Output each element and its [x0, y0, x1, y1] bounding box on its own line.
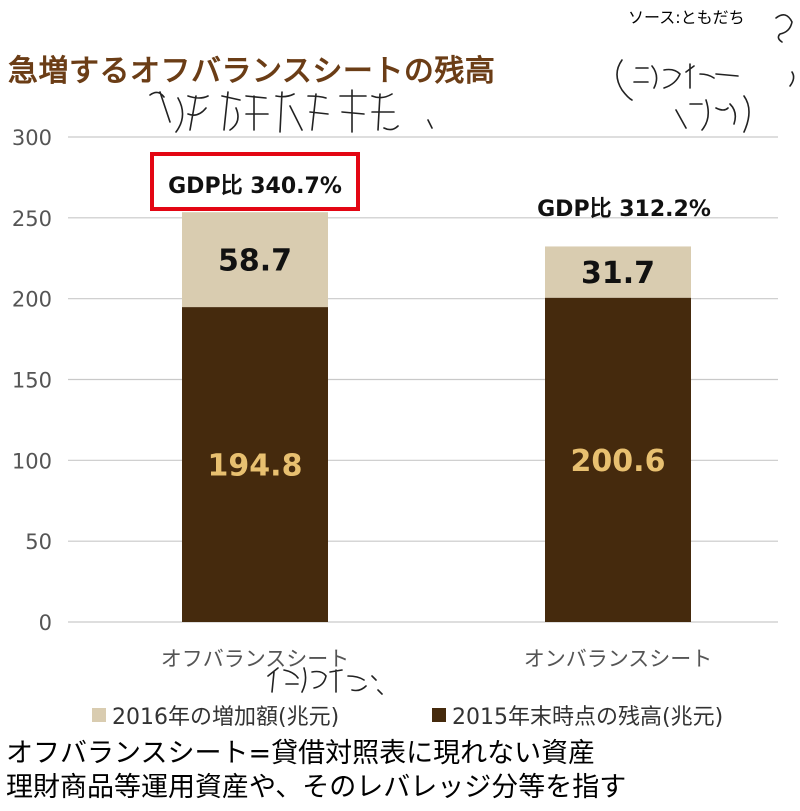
- gdp-annotations: GDP比 340.7% GDP比 312.2%: [150, 152, 711, 222]
- chart-title: 急増するオフバランスシートの残高: [8, 54, 496, 89]
- handwritten-corner-mark: [775, 14, 795, 87]
- bar-value-label: 194.8: [208, 449, 303, 484]
- x-tick-label: オンバランスシート: [524, 647, 713, 671]
- bar-segment: [182, 307, 328, 622]
- bar-value-label: 58.7: [218, 244, 292, 279]
- bar-segment: [545, 246, 691, 298]
- gdp-ratio-annotation: GDP比 340.7%: [168, 174, 342, 199]
- bar-segment: [182, 212, 328, 308]
- legend-label: 2015年末時点の残高(兆元): [452, 705, 723, 730]
- source-label: ソース:ともだち: [628, 8, 745, 27]
- handwritten-note-bottom: [267, 667, 383, 695]
- legend-label: 2016年の増加額(兆元): [112, 705, 339, 730]
- x-axis-labels: オフバランスシート オンバランスシート: [161, 647, 713, 671]
- y-tick-label: 0: [39, 611, 52, 635]
- legend-swatch: [432, 708, 446, 722]
- x-tick-label: オフバランスシート: [161, 647, 350, 671]
- highlight-box: [150, 152, 360, 211]
- legend: 2016年の増加額(兆元) 2015年末時点の残高(兆元): [92, 705, 723, 730]
- y-tick-label: 200: [12, 288, 52, 312]
- bottom-note-line-1: オフバランスシート=貸借対照表に現れない資産: [6, 738, 596, 769]
- bar-value-label: 31.7: [581, 256, 655, 291]
- legend-swatch: [92, 708, 106, 722]
- y-tick-label: 100: [12, 449, 52, 473]
- y-tick-label: 300: [12, 126, 52, 150]
- y-tick-label: 50: [25, 530, 52, 554]
- gdp-ratio-annotation: GDP比 312.2%: [537, 197, 711, 222]
- bar-value-label: 200.6: [571, 444, 666, 479]
- handwritten-note-shadow-bank: [616, 59, 750, 133]
- value-labels: 194.8 58.7 200.6 31.7: [208, 244, 666, 484]
- y-tick-label: 150: [12, 369, 52, 393]
- bottom-note-line-2: 理財商品等運用資産や、そのレバレッジ分等を指す: [6, 772, 627, 803]
- y-tick-label: 250: [12, 207, 52, 231]
- bars: [182, 212, 691, 622]
- handwritten-note-people-bank: [149, 89, 433, 133]
- bar-segment: [545, 297, 691, 622]
- y-axis-ticks: 0 50 100 150 200 250 300: [12, 126, 52, 635]
